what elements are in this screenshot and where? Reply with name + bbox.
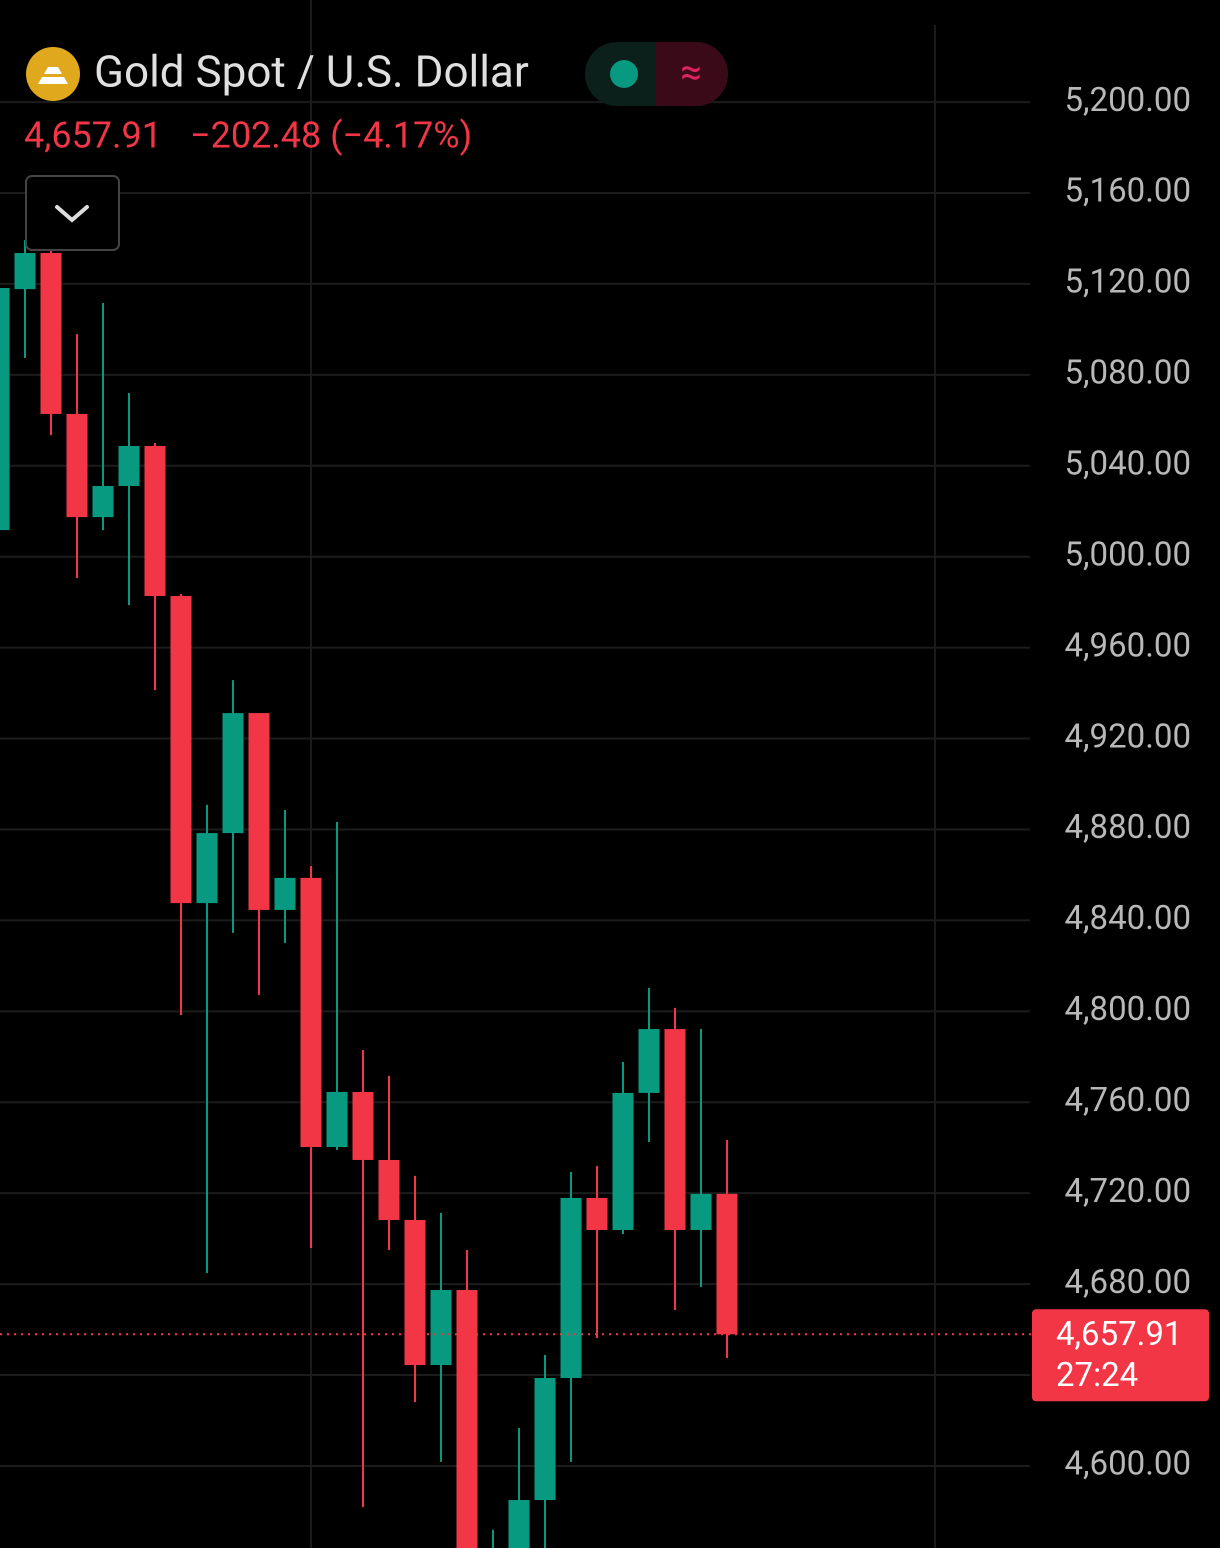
collapse-button[interactable] [25, 175, 120, 251]
candle-body [430, 1290, 452, 1366]
toggle-dot [610, 60, 638, 88]
y-tick-label: 4,880.00 [1065, 808, 1191, 847]
y-tick-label: 4,960.00 [1065, 626, 1191, 665]
candle-body [170, 596, 192, 904]
chart-title: Gold Spot / U.S. Dollar [94, 46, 529, 98]
candle-body [560, 1197, 582, 1378]
candle-body [716, 1193, 738, 1335]
candle-body [40, 252, 62, 414]
y-tick-label: 5,040.00 [1065, 444, 1191, 483]
grid [0, 0, 1030, 1548]
candle-body [300, 877, 322, 1148]
candle-body [664, 1029, 686, 1230]
y-tick-label: 5,000.00 [1065, 535, 1191, 574]
candle-body [144, 445, 166, 597]
symbol-icon-bars [38, 67, 68, 84]
toggle-right[interactable] [656, 42, 728, 106]
candle-body [92, 485, 114, 518]
candle-body [0, 288, 10, 531]
candle-body [612, 1092, 634, 1230]
y-tick-label: 4,920.00 [1065, 717, 1191, 756]
candle-body [326, 1092, 348, 1148]
candle-body [456, 1290, 478, 1548]
candle-body [638, 1029, 660, 1093]
last-price-box [1032, 1309, 1209, 1402]
y-tick-label: 4,840.00 [1065, 899, 1191, 938]
candle-body [690, 1193, 712, 1230]
chevron-icon [55, 205, 89, 223]
candle-body [404, 1219, 426, 1366]
candle-body [222, 713, 244, 834]
last-price: 4,657.91 [24, 115, 162, 157]
countdown: 27:24 [1056, 1356, 1138, 1395]
candle-body [508, 1500, 530, 1548]
candle-body [196, 833, 218, 904]
toggle-wave: ≈ [680, 51, 701, 95]
candle-body [118, 445, 140, 486]
candle-body [378, 1159, 400, 1220]
candle-body [14, 252, 36, 290]
candle-body [248, 713, 270, 910]
price-axis: 4,600.004,640.004,680.004,720.004,760.00… [1032, 81, 1209, 1484]
last-price-axis-label: 4,657.91 [1056, 1315, 1182, 1354]
candle-body [534, 1377, 556, 1501]
price-change: −202.48 (−4.17%) [190, 115, 472, 157]
y-tick-label: 5,080.00 [1065, 354, 1191, 393]
y-tick-label: 4,800.00 [1065, 990, 1191, 1029]
candles [0, 230, 1032, 1548]
y-tick-label: 4,720.00 [1065, 1172, 1191, 1211]
y-tick-label: 5,200.00 [1065, 81, 1191, 120]
candle-body [66, 413, 88, 518]
candle-body [274, 877, 296, 910]
y-tick-label: 4,600.00 [1065, 1445, 1191, 1484]
y-tick-label: 4,680.00 [1065, 1263, 1191, 1302]
candle-body [586, 1197, 608, 1230]
overlay: Gold Spot / U.S. Dollar ≈ 4,657.91 −202.… [24, 42, 728, 251]
y-tick-label: 5,160.00 [1065, 172, 1191, 211]
y-tick-label: 5,120.00 [1065, 263, 1191, 302]
candle-body [352, 1092, 374, 1160]
y-tick-label: 4,760.00 [1065, 1081, 1191, 1120]
